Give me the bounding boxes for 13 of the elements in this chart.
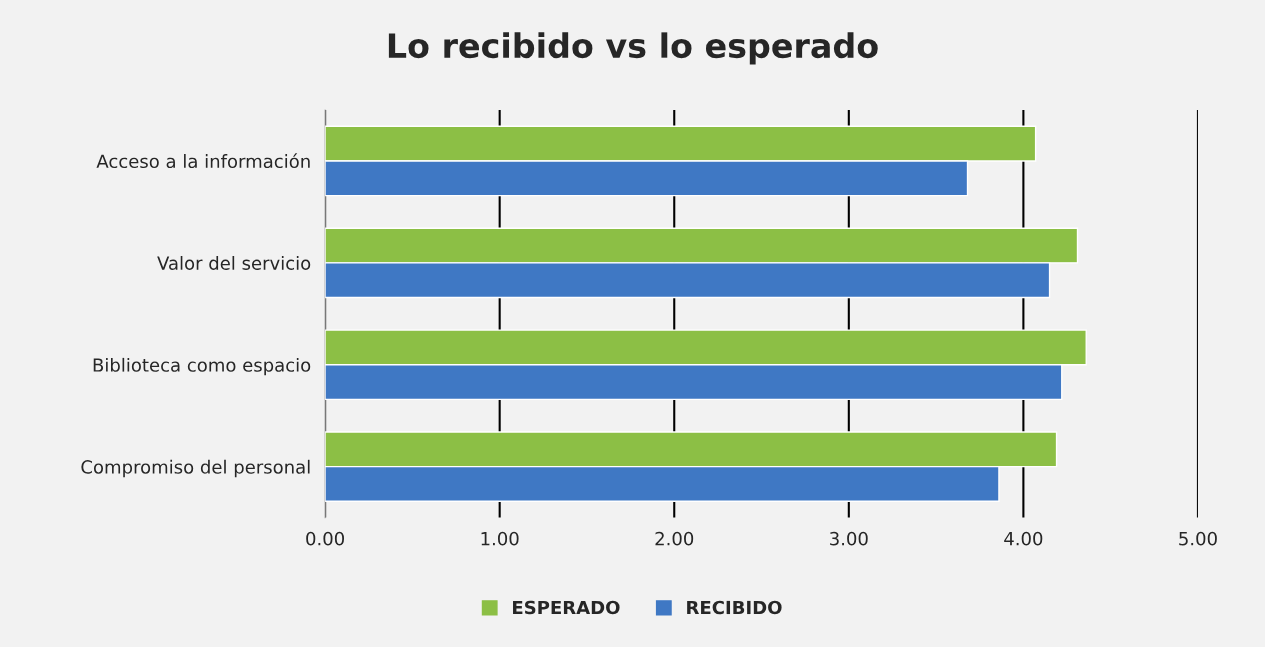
y-tick-label: Biblioteca como espacio — [93, 357, 311, 376]
chart-title: Lo recibido vs lo esperado — [388, 32, 878, 65]
x-tick-label: 0.00 — [306, 531, 345, 546]
y-tick-label: Acceso a la información — [96, 153, 310, 169]
x-tick-label: 2.00 — [655, 531, 694, 546]
x-tick-label: 1.00 — [481, 531, 519, 546]
x-tick-label: 3.00 — [830, 531, 868, 546]
legend-label: RECIBIDO — [687, 600, 782, 615]
legend-label: ESPERADO — [513, 600, 620, 615]
x-tick-label: 4.00 — [1004, 531, 1043, 546]
y-tick-label: Valor del servicio — [157, 255, 311, 270]
x-tick-label: 5.00 — [1179, 531, 1217, 546]
y-tick-label: Compromiso del personal — [81, 459, 310, 478]
